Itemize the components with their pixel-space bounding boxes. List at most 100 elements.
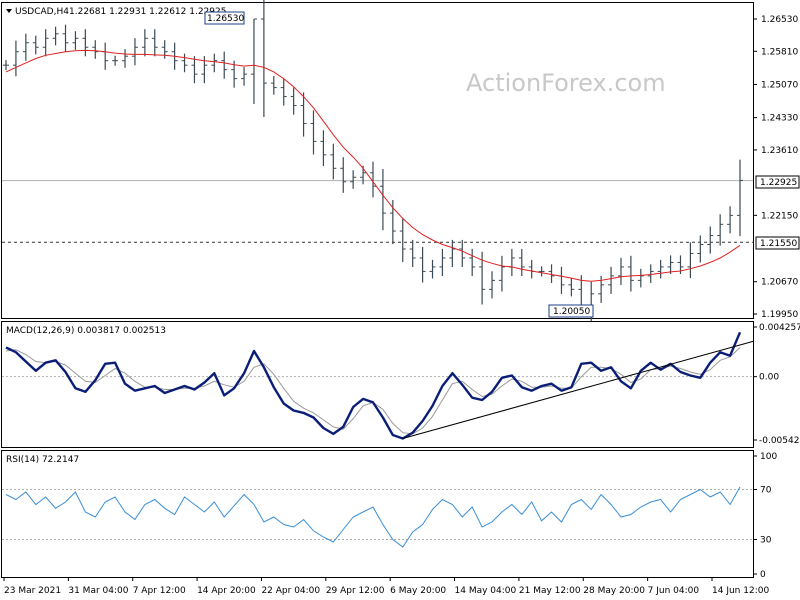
price-bar [241, 67, 248, 86]
price-bar [409, 239, 416, 268]
price-y-tick-label: 1.20670 [761, 278, 798, 288]
price-bar [82, 29, 89, 57]
price-bar [12, 40, 19, 77]
rsi-label: RSI(14) 72.2147 [6, 455, 79, 465]
macd-label: MACD(12,26,9) 0.003817 0.002513 [6, 326, 166, 336]
x-tick-label: 6 May 20:00 [390, 586, 446, 596]
high-label: 1.26530 [207, 14, 244, 24]
price-bar [498, 255, 505, 292]
macd-y-tick-label: 0.00 [759, 373, 779, 383]
price-bar [439, 248, 446, 277]
price-bar [330, 143, 337, 180]
price-y-axis: 1.26530 1.25810 1.25070 1.24330 1.23610 1.221… [753, 15, 798, 320]
current-price-box: 1.22925 [755, 175, 800, 189]
price-bar [211, 53, 218, 73]
price-y-tick-label: 1.25070 [761, 80, 798, 90]
price-bar [717, 214, 724, 246]
price-bar [429, 259, 436, 279]
x-tick-label: 23 Mar 2021 [4, 586, 61, 596]
price-bar [489, 271, 496, 299]
price-bar [310, 110, 317, 155]
price-bar [459, 239, 466, 268]
price-bar [647, 264, 654, 283]
price-bar [3, 60, 9, 71]
price-bar [102, 42, 109, 70]
price-bar [558, 266, 565, 294]
symbol-label: USDCAD,H4 [15, 7, 69, 17]
price-bar [727, 206, 734, 234]
rsi-y-tick-label: 100 [760, 452, 777, 462]
macd-trendline [402, 340, 754, 440]
x-axis: 23 Mar 2021 31 Mar 04:00 7 Apr 12:00 14 Apr… [3, 577, 769, 596]
high-annotation: 1.26530 [204, 11, 245, 25]
price-bar [379, 169, 386, 231]
price-bar [469, 248, 476, 277]
moving-average-line [5, 49, 741, 282]
price-level-lines [2, 180, 753, 243]
price-y-tick-label: 1.26530 [761, 15, 798, 25]
price-bar [270, 76, 277, 95]
current-price-label: 1.22925 [760, 178, 797, 188]
ohlc-label: 1.22681 1.22931 1.22612 1.22925 [69, 7, 226, 17]
chart-header: USDCAD,H4 1.22681 1.22931 1.22612 1.2292… [6, 7, 226, 17]
price-bar [350, 170, 357, 189]
price-y-tick-label: 1.19950 [761, 310, 798, 320]
price-bar [419, 246, 426, 283]
price-bar [161, 40, 168, 59]
price-bar [340, 157, 347, 193]
rsi-y-tick-label: 30 [760, 536, 772, 546]
price-bar [370, 161, 376, 198]
price-bar [250, 18, 257, 105]
rsi-y-tick-label: 0 [760, 570, 766, 580]
price-bar [627, 255, 634, 292]
macd-signal-line [5, 347, 741, 435]
price-bar [131, 38, 138, 66]
price-bar [122, 49, 129, 68]
price-bar [399, 217, 406, 263]
price-bar [389, 200, 396, 245]
x-tick-label: 21 May 12:00 [519, 586, 581, 596]
watermark: ActionForex.com [466, 69, 666, 97]
x-tick-label: 14 May 04:00 [455, 586, 517, 596]
price-bar [72, 31, 79, 50]
price-bar [141, 29, 148, 57]
price-y-tick-label: 1.25810 [761, 47, 798, 57]
price-bar [568, 277, 575, 297]
price-bar [707, 226, 714, 254]
x-tick-label: 7 Apr 12:00 [133, 586, 186, 596]
support-price-label: 1.21550 [760, 239, 797, 249]
price-bar [22, 33, 29, 61]
rsi-y-axis: 100 70 30 0 [753, 452, 777, 580]
rsi-panel-frame [1, 450, 754, 578]
macd-y-axis: 0.004257 0.00 -0.005426 [753, 323, 800, 446]
price-bar [221, 51, 228, 79]
low-label: 1.20050 [553, 307, 590, 317]
x-tick-label: 31 Mar 04:00 [68, 586, 128, 596]
macd-y-tick-label: 0.004257 [759, 323, 800, 333]
price-bars [3, 0, 743, 322]
price-bar [737, 159, 743, 237]
price-panel-frame [1, 2, 754, 319]
support-price-box: 1.21550 [755, 236, 800, 250]
price-bar [667, 255, 674, 274]
rsi-level-lines [2, 489, 753, 540]
rsi-y-tick-label: 70 [760, 486, 772, 496]
price-bar [92, 40, 99, 59]
price-bar [32, 35, 39, 55]
price-bar [697, 235, 704, 263]
price-bar [42, 29, 49, 57]
price-bar [181, 53, 188, 73]
price-bar [280, 78, 287, 106]
price-bar [290, 87, 297, 115]
price-bar [62, 24, 69, 52]
macd-line [5, 331, 742, 440]
price-bar [112, 55, 119, 66]
x-tick-label: 28 May 20:00 [583, 586, 645, 596]
price-bar [449, 239, 456, 268]
dropdown-triangle-icon[interactable] [6, 9, 12, 13]
price-bar [608, 266, 615, 294]
price-bar [300, 92, 307, 137]
price-bar [657, 259, 664, 279]
macd-y-tick-label: -0.005426 [759, 436, 800, 446]
